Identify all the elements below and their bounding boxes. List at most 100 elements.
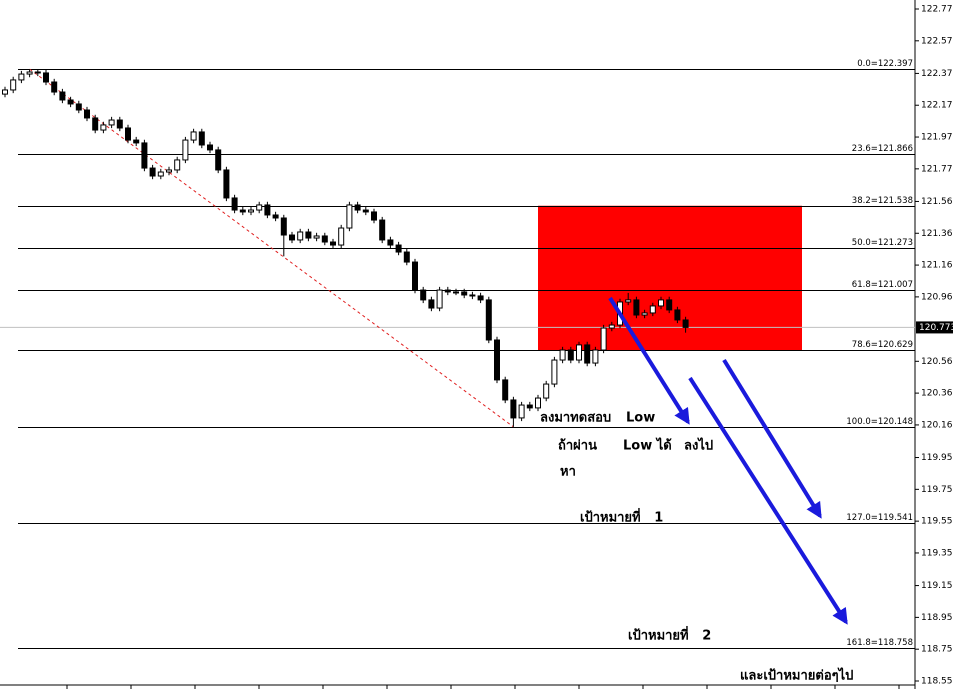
candle-body xyxy=(428,299,435,309)
annotation: เป้าหมายที่ 2 xyxy=(628,626,711,644)
candle-body xyxy=(182,139,189,161)
candle-body xyxy=(43,72,49,83)
candle-body xyxy=(477,295,484,301)
candle-body xyxy=(444,289,451,293)
y-tick-label: 122.170 xyxy=(921,101,953,111)
candle-body xyxy=(633,299,640,316)
candle-body xyxy=(198,131,205,146)
arrows xyxy=(608,296,848,625)
y-tick-label: 118.950 xyxy=(921,613,953,623)
candle-body xyxy=(116,119,123,129)
candle-body xyxy=(305,231,312,239)
candle-body xyxy=(641,312,648,316)
y-tick-label: 121.365 xyxy=(921,229,953,239)
y-tick-label: 119.355 xyxy=(921,548,953,558)
fib-label: 23.6=121.866 xyxy=(852,144,913,154)
y-tick-label: 119.755 xyxy=(921,485,953,495)
candle-body xyxy=(10,79,17,91)
candle-body xyxy=(461,291,468,296)
candle-body xyxy=(34,71,41,74)
candle-body xyxy=(239,209,246,213)
fib-label: 78.6=120.629 xyxy=(852,340,913,350)
y-tick-label: 122.370 xyxy=(921,69,953,79)
candle-body xyxy=(149,167,156,177)
candle-body xyxy=(174,159,181,171)
candle-body xyxy=(313,235,320,239)
candle-body xyxy=(518,404,525,419)
candle-body xyxy=(321,235,328,243)
candle-body xyxy=(223,169,230,199)
candle-body xyxy=(92,117,99,131)
candle-body xyxy=(592,349,599,364)
candle-body xyxy=(543,383,550,399)
candle-body xyxy=(658,299,664,307)
candle-body xyxy=(100,124,107,131)
candle-body xyxy=(108,119,115,126)
annotation: Low ได้ xyxy=(623,437,672,454)
candle-body xyxy=(453,291,459,294)
candle-body xyxy=(584,344,591,364)
candle-body xyxy=(297,231,304,241)
candle-body xyxy=(84,109,90,119)
arrow xyxy=(722,358,822,519)
y-tick-label: 122.775 xyxy=(921,5,953,15)
candle-body xyxy=(674,309,681,321)
candle-body xyxy=(346,204,353,229)
candle-body xyxy=(256,204,263,211)
candle-body xyxy=(608,324,615,329)
candle-body xyxy=(166,169,172,173)
candle-body xyxy=(248,209,254,213)
candle-body xyxy=(330,241,336,246)
annotation: และเป้าหมายต่อๆไป xyxy=(740,667,853,684)
fib-label: 127.0=119.541 xyxy=(846,513,913,523)
candle-body xyxy=(485,299,492,341)
annotation: ถ้าผ่าน xyxy=(558,438,597,454)
candle-body xyxy=(559,349,566,361)
y-tick-label: 120.360 xyxy=(921,389,953,399)
annotation: เป้าหมายที่ 1 xyxy=(580,508,663,526)
candle-body xyxy=(59,91,66,101)
candle-body xyxy=(133,139,140,144)
candle-body xyxy=(157,171,164,177)
candle-body xyxy=(379,219,386,241)
candle-body xyxy=(502,379,509,401)
y-tick-label: 120.965 xyxy=(921,292,953,302)
candle-body xyxy=(354,204,361,211)
candle-body xyxy=(75,103,82,111)
candle-body xyxy=(600,327,607,351)
candle-body xyxy=(412,261,418,291)
candle-body xyxy=(141,142,148,169)
y-tick-label: 118.550 xyxy=(921,677,953,687)
fib-label: 61.8=121.007 xyxy=(852,280,913,290)
candle-body xyxy=(567,349,574,361)
y-tick-label: 121.565 xyxy=(921,197,953,207)
arrow xyxy=(608,296,690,425)
candle-body xyxy=(535,397,541,409)
candle-body xyxy=(362,209,369,213)
current-price-label: 120.773 xyxy=(919,323,953,333)
y-tick-label: 119.955 xyxy=(921,453,953,463)
candle-body xyxy=(666,299,673,311)
candle-body xyxy=(420,289,427,301)
candle-body xyxy=(231,197,238,211)
current-price-box xyxy=(916,321,953,334)
candle-body xyxy=(649,305,656,314)
candle-body xyxy=(26,71,33,75)
fib-label: 100.0=120.148 xyxy=(846,417,913,427)
candle-body xyxy=(436,289,443,309)
candle-body xyxy=(526,404,533,409)
y-tick-label: 119.555 xyxy=(921,517,953,527)
target-zone xyxy=(538,205,802,351)
candle-body xyxy=(338,227,345,246)
candle-body xyxy=(469,294,476,297)
candle-body xyxy=(190,131,197,141)
candle-body xyxy=(264,204,271,216)
candle-body xyxy=(215,149,222,171)
candle-body xyxy=(18,73,25,81)
candle-body xyxy=(387,239,394,246)
y-tick-label: 120.560 xyxy=(921,357,953,367)
y-tick-label: 118.750 xyxy=(921,645,953,655)
annotation: หา xyxy=(560,465,576,480)
y-tick-label: 121.970 xyxy=(921,133,953,143)
